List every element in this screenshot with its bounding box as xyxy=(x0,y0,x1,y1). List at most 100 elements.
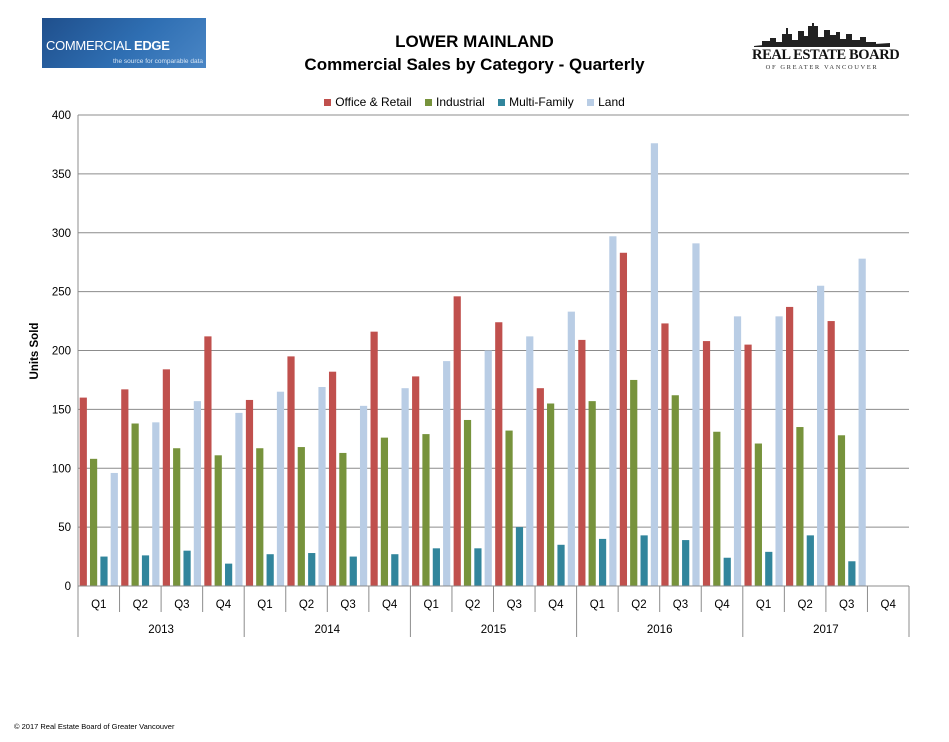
bar-multi-family xyxy=(806,535,814,586)
legend-label-industrial: Industrial xyxy=(436,95,485,109)
bar-land xyxy=(401,388,409,586)
bar-industrial xyxy=(505,430,513,586)
bar-industrial xyxy=(339,452,347,586)
chart-title: LOWER MAINLAND Commercial Sales by Categ… xyxy=(200,30,749,76)
bar-land xyxy=(110,472,118,586)
bar-multi-family xyxy=(640,535,648,586)
legend-swatch-multi-family xyxy=(498,99,506,106)
bar-office-retail xyxy=(536,388,544,586)
legend-item-land: Land xyxy=(587,95,625,109)
bar-land xyxy=(609,236,617,586)
bar-industrial xyxy=(173,448,181,586)
bar-office-retail xyxy=(619,252,628,586)
x-tick-label-quarter: Q2 xyxy=(797,599,812,611)
bar-multi-family xyxy=(474,548,482,586)
bar-industrial xyxy=(131,423,139,586)
x-tick-label-year: 2014 xyxy=(315,624,341,636)
bar-multi-family xyxy=(391,554,399,586)
bar-multi-family xyxy=(557,544,565,586)
bar-land xyxy=(733,316,742,586)
bar-land xyxy=(193,401,201,586)
bar-multi-family xyxy=(308,553,316,586)
bar-office-retail xyxy=(79,397,87,586)
x-tick-label-quarter: Q1 xyxy=(424,599,439,611)
real-estate-board-subtitle: OF GREATER VANCOUVER xyxy=(765,64,879,71)
x-tick-label-year: 2013 xyxy=(148,624,174,636)
legend-label-land: Land xyxy=(598,95,625,109)
x-tick-label-quarter: Q3 xyxy=(507,599,522,611)
bar-office-retail xyxy=(786,306,794,586)
bar-office-retail xyxy=(245,399,254,586)
bar-multi-family xyxy=(349,556,357,586)
x-tick-label-quarter: Q3 xyxy=(340,599,355,611)
bar-office-retail xyxy=(162,369,170,586)
x-tick-label-quarter: Q2 xyxy=(465,599,480,611)
commercial-edge-logo-light: COMMERCIAL xyxy=(46,38,134,53)
bar-multi-family xyxy=(682,540,690,586)
x-tick-label-quarter: Q1 xyxy=(756,599,771,611)
bar-office-retail xyxy=(495,322,503,586)
y-tick-label: 0 xyxy=(65,581,71,593)
bar-land xyxy=(484,350,492,586)
bar-multi-family xyxy=(141,555,150,586)
bar-multi-family xyxy=(515,527,524,587)
bar-industrial xyxy=(754,443,762,586)
bar-land xyxy=(650,143,659,586)
bar-industrial xyxy=(588,401,596,586)
bar-office-retail xyxy=(702,341,711,586)
x-tick-label-quarter: Q1 xyxy=(91,599,106,611)
bar-industrial xyxy=(380,437,389,586)
bar-industrial xyxy=(837,435,846,586)
bar-multi-family xyxy=(723,557,731,586)
bar-industrial xyxy=(297,447,305,586)
bar-office-retail xyxy=(453,296,461,586)
bar-industrial xyxy=(547,403,555,586)
bar-land xyxy=(318,387,326,586)
x-tick-label-year: 2016 xyxy=(647,624,673,636)
bar-office-retail xyxy=(744,344,752,586)
bar-office-retail xyxy=(328,371,337,586)
chart-legend: Office & Retail Industrial Multi-Family … xyxy=(0,95,949,109)
bar-land xyxy=(567,311,575,586)
skyline-icon xyxy=(754,23,890,47)
y-tick-label: 100 xyxy=(52,463,71,475)
bar-industrial xyxy=(671,395,679,586)
bar-multi-family xyxy=(432,548,440,586)
y-tick-labels: 0 50 100 150 200 250 300 350 400 xyxy=(52,110,71,593)
bar-multi-family xyxy=(765,551,773,586)
legend-swatch-land xyxy=(587,99,595,106)
x-tick-label-quarter: Q2 xyxy=(299,599,314,611)
legend-label-office-retail: Office & Retail xyxy=(335,95,412,109)
legend-item-multi-family: Multi-Family xyxy=(498,95,574,109)
bar-office-retail xyxy=(287,356,295,586)
x-tick-label-quarter: Q3 xyxy=(839,599,854,611)
y-axis-title: Units Sold xyxy=(29,323,41,380)
bar-industrial xyxy=(214,455,222,586)
legend-item-office-retail: Office & Retail xyxy=(324,95,412,109)
x-tick-label-quarter: Q4 xyxy=(714,599,730,611)
bar-industrial xyxy=(463,419,472,586)
x-tick-label-quarter: Q4 xyxy=(382,599,398,611)
legend-swatch-office-retail xyxy=(324,99,332,106)
bar-land xyxy=(858,258,866,586)
bar-multi-family xyxy=(598,538,607,586)
commercial-edge-logo-text: COMMERCIAL EDGE xyxy=(46,38,170,53)
x-tick-label-quarter: Q2 xyxy=(631,599,646,611)
commercial-edge-logo-bold: EDGE xyxy=(133,38,170,53)
bar-marks xyxy=(79,143,866,587)
y-tick-label: 350 xyxy=(52,169,71,181)
y-tick-label: 300 xyxy=(52,228,71,240)
bar-office-retail xyxy=(370,331,378,586)
legend-label-multi-family: Multi-Family xyxy=(509,95,574,109)
legend-swatch-industrial xyxy=(425,99,433,106)
bar-multi-family xyxy=(266,554,274,586)
x-tick-label-quarter: Q1 xyxy=(590,599,605,611)
bar-land xyxy=(359,405,368,586)
bar-land xyxy=(775,316,783,586)
bar-multi-family xyxy=(183,550,191,586)
y-tick-label: 50 xyxy=(58,522,71,534)
bar-industrial xyxy=(422,434,430,586)
bar-land xyxy=(526,336,534,586)
chart-title-line1: LOWER MAINLAND xyxy=(395,32,554,51)
y-tick-label: 150 xyxy=(52,404,71,416)
